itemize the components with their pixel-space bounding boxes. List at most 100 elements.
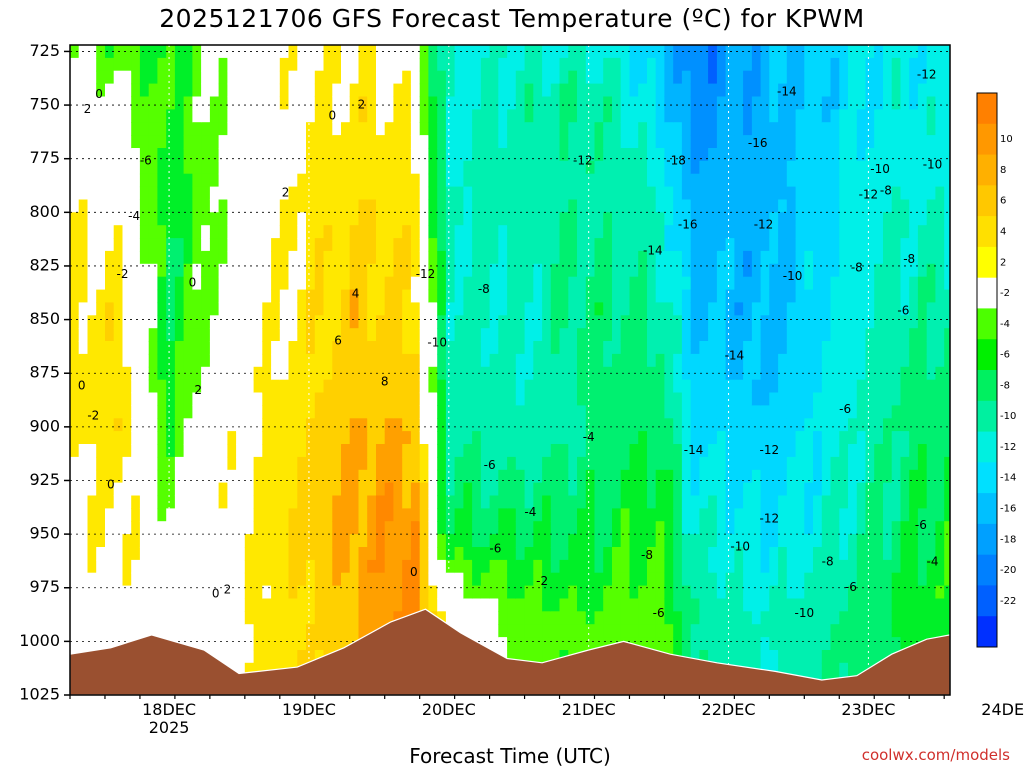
temperature-cell bbox=[157, 431, 167, 445]
temperature-cell bbox=[306, 238, 316, 252]
temperature-cell bbox=[157, 598, 167, 612]
temperature-cell bbox=[279, 289, 290, 304]
temperature-cell bbox=[883, 212, 893, 226]
temperature-cell bbox=[655, 456, 665, 471]
temperature-cell bbox=[279, 238, 290, 252]
temperature-cell bbox=[70, 405, 80, 419]
temperature-cell bbox=[139, 276, 150, 291]
temperature-cell bbox=[830, 547, 840, 561]
temperature-cell bbox=[393, 559, 403, 574]
temperature-cell bbox=[174, 289, 185, 304]
temperature-cell bbox=[795, 135, 805, 149]
temperature-cell bbox=[585, 212, 596, 226]
temperature-cell bbox=[533, 109, 543, 123]
temperature-cell bbox=[463, 122, 473, 136]
temperature-cell bbox=[524, 572, 534, 587]
temperature-cell bbox=[323, 57, 333, 72]
temperature-cell bbox=[288, 160, 298, 175]
temperature-cell bbox=[813, 650, 823, 664]
temperature-cell bbox=[507, 238, 517, 252]
temperature-cell bbox=[271, 160, 281, 175]
temperature-cell bbox=[848, 637, 858, 651]
temperature-cell bbox=[629, 328, 639, 342]
temperature-cell bbox=[419, 585, 429, 600]
temperature-cell bbox=[725, 585, 735, 600]
temperature-cell bbox=[297, 263, 307, 278]
temperature-cell bbox=[480, 379, 491, 394]
temperature-cell bbox=[341, 328, 351, 342]
temperature-cell bbox=[393, 238, 403, 252]
temperature-cell bbox=[402, 353, 412, 368]
temperature-cell bbox=[813, 212, 823, 226]
temperature-cell bbox=[236, 637, 246, 651]
temperature-cell bbox=[70, 212, 80, 226]
temperature-cell bbox=[856, 289, 867, 304]
temperature-cell bbox=[472, 624, 482, 638]
temperature-cell bbox=[795, 199, 805, 213]
temperature-cell bbox=[166, 405, 176, 419]
temperature-cell bbox=[454, 315, 464, 329]
temperature-cell bbox=[533, 366, 543, 381]
temperature-cell bbox=[236, 186, 246, 201]
temperature-cell bbox=[577, 456, 587, 471]
temperature-cell bbox=[122, 109, 132, 123]
temperature-cell bbox=[410, 96, 421, 110]
temperature-cell bbox=[297, 379, 307, 394]
temperature-cell bbox=[157, 186, 167, 201]
temperature-cell bbox=[445, 431, 456, 445]
temperature-cell bbox=[594, 263, 604, 278]
temperature-cell bbox=[542, 572, 552, 587]
temperature-cell bbox=[454, 456, 464, 471]
temperature-cell bbox=[856, 238, 867, 252]
temperature-cell bbox=[384, 148, 394, 162]
temperature-cell bbox=[262, 650, 272, 664]
temperature-cell bbox=[874, 45, 884, 59]
temperature-cell bbox=[341, 611, 351, 625]
temperature-cell bbox=[341, 289, 351, 304]
temperature-cell bbox=[542, 315, 552, 329]
temperature-cell bbox=[603, 328, 613, 342]
temperature-cell bbox=[699, 70, 709, 85]
temperature-cell bbox=[498, 225, 508, 239]
temperature-cell bbox=[410, 57, 421, 72]
temperature-cell bbox=[839, 366, 849, 381]
temperature-cell bbox=[472, 57, 482, 72]
temperature-cell bbox=[813, 495, 823, 509]
temperature-cell bbox=[533, 57, 543, 72]
temperature-cell bbox=[279, 379, 290, 394]
temperature-cell bbox=[332, 456, 342, 471]
temperature-cell bbox=[122, 328, 132, 342]
temperature-cell bbox=[778, 302, 788, 316]
temperature-cell bbox=[262, 444, 272, 458]
temperature-cell bbox=[848, 366, 858, 381]
temperature-cell bbox=[209, 328, 220, 342]
temperature-cell bbox=[279, 173, 290, 188]
temperature-cell bbox=[201, 263, 211, 278]
temperature-cell bbox=[734, 585, 744, 600]
temperature-cell bbox=[139, 585, 150, 600]
temperature-cell bbox=[209, 598, 220, 612]
temperature-cell bbox=[454, 405, 464, 419]
temperature-cell bbox=[174, 302, 185, 316]
temperature-cell bbox=[577, 135, 587, 149]
temperature-cell bbox=[227, 650, 237, 664]
temperature-cell bbox=[725, 173, 735, 188]
temperature-cell bbox=[314, 585, 325, 600]
temperature-cell bbox=[358, 534, 368, 548]
temperature-cell bbox=[279, 611, 290, 625]
temperature-cell bbox=[708, 444, 718, 458]
credit-link[interactable]: coolwx.com/models bbox=[861, 746, 1010, 764]
temperature-cell bbox=[856, 379, 867, 394]
temperature-cell bbox=[419, 444, 429, 458]
temperature-cell bbox=[297, 109, 307, 123]
temperature-cell bbox=[445, 302, 456, 316]
temperature-cell bbox=[419, 238, 429, 252]
temperature-cell bbox=[166, 521, 176, 535]
temperature-cell bbox=[716, 456, 727, 471]
temperature-cell bbox=[856, 212, 867, 226]
temperature-cell bbox=[105, 302, 115, 316]
temperature-cell bbox=[760, 135, 770, 149]
temperature-cell bbox=[883, 482, 893, 497]
temperature-cell bbox=[410, 45, 421, 59]
temperature-cell bbox=[874, 624, 884, 638]
